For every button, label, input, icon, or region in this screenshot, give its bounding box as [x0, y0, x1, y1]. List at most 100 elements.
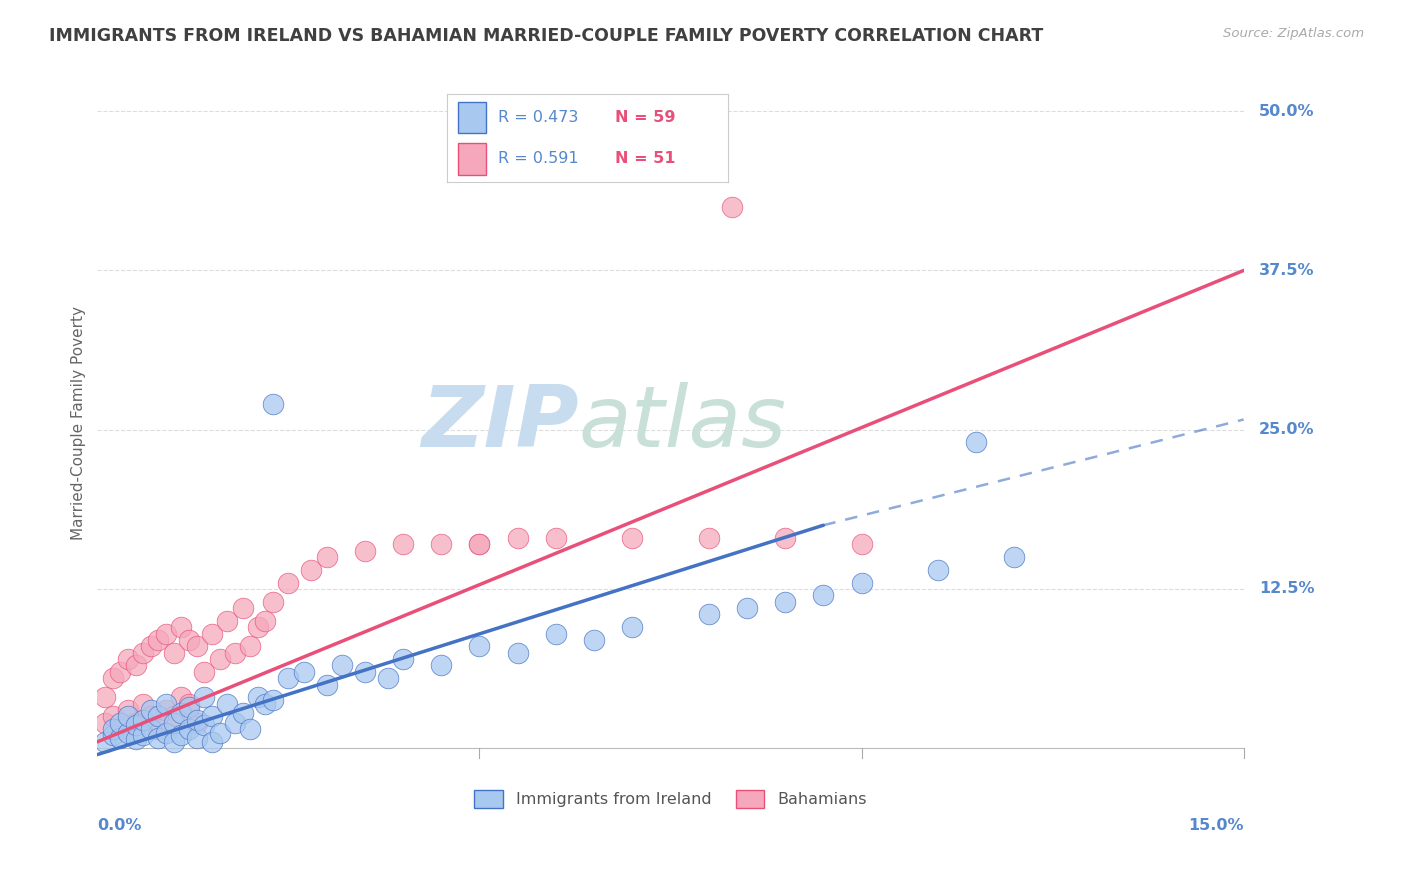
- Point: [155, 726, 177, 740]
- Point: [353, 543, 375, 558]
- Point: [186, 731, 208, 745]
- Point: [186, 640, 208, 654]
- Point: [177, 722, 200, 736]
- Point: [148, 731, 170, 745]
- Point: [254, 697, 277, 711]
- Point: [170, 620, 193, 634]
- Point: [101, 722, 124, 736]
- Point: [132, 697, 155, 711]
- Point: [201, 626, 224, 640]
- Y-axis label: Married-Couple Family Poverty: Married-Couple Family Poverty: [72, 306, 86, 541]
- Point: [217, 697, 239, 711]
- Point: [927, 563, 949, 577]
- Point: [430, 658, 453, 673]
- Point: [177, 700, 200, 714]
- Point: [101, 729, 124, 743]
- Point: [177, 697, 200, 711]
- Point: [813, 588, 835, 602]
- Point: [299, 563, 322, 577]
- Point: [353, 665, 375, 679]
- Point: [155, 703, 177, 717]
- Text: 37.5%: 37.5%: [1258, 263, 1315, 278]
- Point: [224, 646, 246, 660]
- Text: 15.0%: 15.0%: [1188, 818, 1244, 833]
- Point: [139, 703, 162, 717]
- Point: [544, 531, 567, 545]
- Point: [773, 595, 796, 609]
- Point: [735, 601, 758, 615]
- Point: [621, 620, 644, 634]
- Point: [851, 537, 873, 551]
- Point: [262, 397, 284, 411]
- Point: [148, 709, 170, 723]
- Point: [155, 697, 177, 711]
- Point: [186, 713, 208, 727]
- Point: [277, 575, 299, 590]
- Point: [201, 735, 224, 749]
- Point: [506, 531, 529, 545]
- Point: [177, 632, 200, 647]
- Point: [110, 665, 132, 679]
- Point: [117, 726, 139, 740]
- Point: [262, 693, 284, 707]
- Point: [148, 722, 170, 736]
- Point: [392, 537, 415, 551]
- Point: [124, 732, 146, 747]
- Point: [193, 718, 215, 732]
- Point: [544, 626, 567, 640]
- Point: [697, 607, 720, 622]
- Point: [139, 709, 162, 723]
- Text: Source: ZipAtlas.com: Source: ZipAtlas.com: [1223, 27, 1364, 40]
- Point: [193, 665, 215, 679]
- Point: [170, 706, 193, 720]
- Point: [208, 726, 231, 740]
- Point: [851, 575, 873, 590]
- Point: [132, 713, 155, 727]
- Point: [330, 658, 353, 673]
- Point: [117, 709, 139, 723]
- Point: [124, 718, 146, 732]
- Text: 0.0%: 0.0%: [97, 818, 142, 833]
- Point: [246, 690, 269, 705]
- Text: atlas: atlas: [579, 382, 787, 465]
- Legend: Immigrants from Ireland, Bahamians: Immigrants from Ireland, Bahamians: [468, 783, 873, 814]
- Point: [430, 537, 453, 551]
- Point: [132, 729, 155, 743]
- Point: [315, 550, 337, 565]
- Text: IMMIGRANTS FROM IRELAND VS BAHAMIAN MARRIED-COUPLE FAMILY POVERTY CORRELATION CH: IMMIGRANTS FROM IRELAND VS BAHAMIAN MARR…: [49, 27, 1043, 45]
- Point: [254, 614, 277, 628]
- Point: [101, 709, 124, 723]
- Point: [217, 614, 239, 628]
- Point: [239, 640, 262, 654]
- Text: 25.0%: 25.0%: [1258, 422, 1315, 437]
- Point: [720, 200, 742, 214]
- Point: [965, 435, 987, 450]
- Point: [170, 729, 193, 743]
- Point: [377, 671, 399, 685]
- Point: [132, 646, 155, 660]
- Point: [117, 652, 139, 666]
- Text: ZIP: ZIP: [422, 382, 579, 465]
- Point: [224, 715, 246, 730]
- Point: [101, 671, 124, 685]
- Text: 50.0%: 50.0%: [1258, 103, 1315, 119]
- Point: [94, 690, 117, 705]
- Point: [110, 731, 132, 745]
- Point: [193, 690, 215, 705]
- Point: [163, 735, 186, 749]
- Point: [773, 531, 796, 545]
- Point: [468, 640, 491, 654]
- Point: [292, 665, 315, 679]
- Point: [232, 706, 254, 720]
- Point: [468, 537, 491, 551]
- Point: [232, 601, 254, 615]
- Point: [110, 715, 132, 730]
- Point: [170, 690, 193, 705]
- Point: [155, 626, 177, 640]
- Point: [94, 715, 117, 730]
- Point: [124, 715, 146, 730]
- Point: [277, 671, 299, 685]
- Point: [148, 632, 170, 647]
- Point: [94, 735, 117, 749]
- Point: [697, 531, 720, 545]
